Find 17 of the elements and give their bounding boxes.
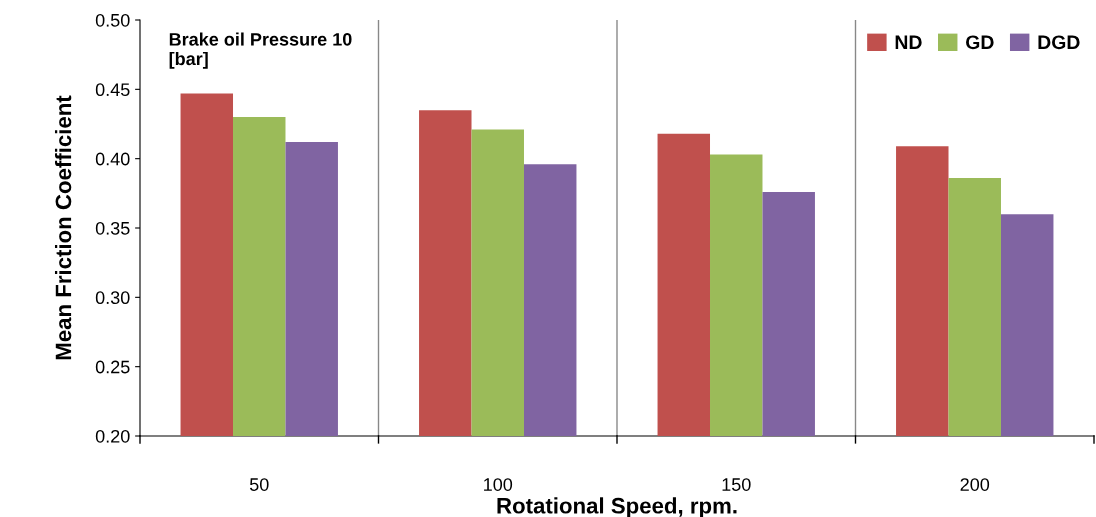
y-tick-label: 0.25: [95, 360, 130, 374]
x-tick-label: 100: [484, 478, 513, 491]
legend-label: DGD: [1038, 35, 1080, 50]
y-axis-title: Mean Friction Coefficient: [54, 95, 72, 360]
x-axis-title: Rotational Speed, rpm.: [497, 497, 737, 517]
x-tick-label: 200: [960, 478, 990, 491]
legend-label: GD: [966, 35, 994, 50]
y-tick-label: 0.45: [95, 83, 130, 97]
y-tick-label: 0.30: [95, 291, 130, 305]
y-tick-label: 0.50: [95, 13, 130, 27]
y-tick-label: 0.20: [95, 429, 130, 443]
x-tick-label: 50: [249, 478, 269, 491]
legend-label: ND: [895, 35, 922, 49]
y-tick-label: 0.40: [95, 152, 130, 166]
x-tick-label: 150: [722, 478, 751, 491]
annotation: Brake oil Pressure 10 [bar]: [169, 32, 352, 69]
y-tick-label: 0.35: [95, 221, 130, 235]
